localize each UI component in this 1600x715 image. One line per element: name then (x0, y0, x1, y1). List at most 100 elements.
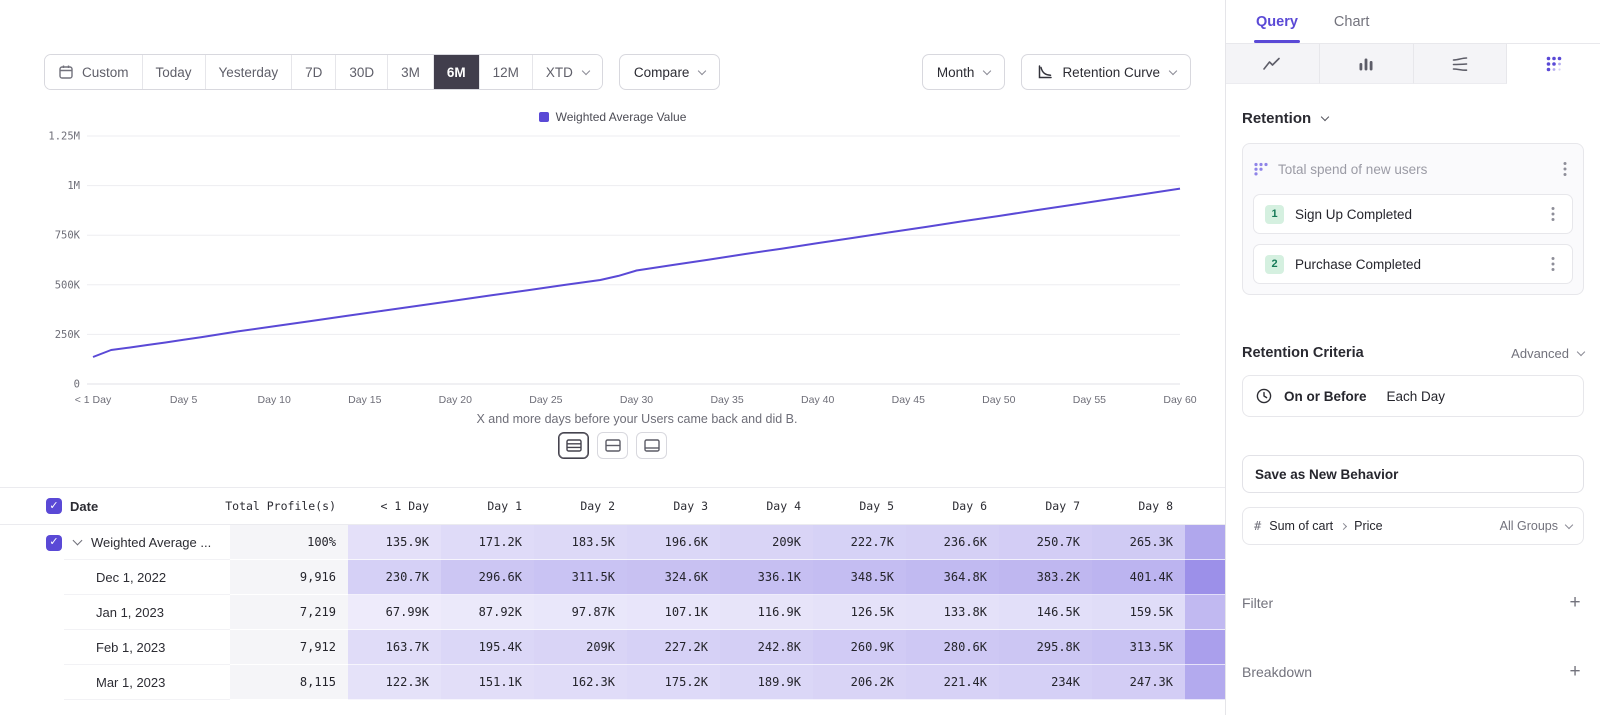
range-button-6m[interactable]: 6M (433, 55, 479, 89)
behavior-header[interactable]: Total spend of new users (1253, 154, 1573, 184)
retention-section-header[interactable]: Retention (1242, 110, 1584, 127)
panel-tabs: Query Chart (1226, 0, 1600, 44)
table-row[interactable]: Feb 1, 20237,912163.7K195.4K209K227.2K24… (0, 630, 1225, 665)
retention-value-cell: 97.87K (534, 595, 627, 630)
date-label: Feb 1, 2023 (96, 640, 165, 655)
retention-value-cell: 183.5K (534, 525, 627, 560)
svg-text:< 1 Day: < 1 Day (75, 394, 112, 406)
kebab-menu-icon[interactable] (1557, 161, 1573, 177)
select-all-checkbox[interactable] (46, 498, 62, 514)
column-header[interactable]: Day 6 (906, 488, 999, 524)
bar-chart-view-button[interactable] (1320, 44, 1414, 84)
legend-swatch (539, 112, 549, 122)
column-header[interactable]: Day 8 (1092, 488, 1185, 524)
density-compact-button[interactable] (558, 432, 589, 459)
table-row[interactable]: Weighted Average ...100%135.9K171.2K183.… (0, 525, 1225, 560)
filter-row: Filter (1242, 593, 1584, 612)
behavior-step-1[interactable]: 1 Sign Up Completed (1253, 194, 1573, 234)
retention-value-cell: 221.4K (906, 665, 999, 700)
range-button-7d[interactable]: 7D (291, 55, 335, 89)
retention-timing-card[interactable]: On or Before Each Day (1242, 375, 1584, 417)
retention-value-cell: 236.6K (906, 525, 999, 560)
column-header[interactable]: Day 2 (534, 488, 627, 524)
add-filter-button[interactable] (1566, 593, 1584, 612)
column-header[interactable]: < 1 Day (348, 488, 441, 524)
date-label: Mar 1, 2023 (96, 675, 165, 690)
column-header[interactable]: Day 5 (813, 488, 906, 524)
chart-type-button[interactable]: Retention Curve (1021, 54, 1191, 90)
retention-grid-icon (1545, 55, 1563, 73)
range-button-today[interactable]: Today (142, 55, 205, 89)
column-header[interactable]: Day 3 (627, 488, 720, 524)
line-chart-view-button[interactable] (1226, 44, 1320, 84)
rows-tall-icon (644, 439, 660, 452)
svg-text:Day 15: Day 15 (348, 394, 381, 406)
kebab-menu-icon[interactable] (1545, 206, 1561, 222)
compare-button[interactable]: Compare (619, 54, 721, 90)
range-button-12m[interactable]: 12M (479, 55, 532, 89)
density-medium-button[interactable] (597, 432, 628, 459)
retention-value-cell: 209K (720, 525, 813, 560)
total-profiles-cell: 7,912 (230, 630, 348, 665)
column-header[interactable]: Day 7 (999, 488, 1092, 524)
retention-value-cell: 265.3K (1092, 525, 1185, 560)
column-header[interactable]: Day 1 (441, 488, 534, 524)
tab-chart[interactable]: Chart (1334, 0, 1369, 43)
all-groups-dropdown[interactable]: All Groups (1500, 519, 1572, 533)
save-behavior-button[interactable]: Save as New Behavior (1242, 455, 1584, 493)
kebab-menu-icon[interactable] (1545, 256, 1561, 272)
app: Custom TodayYesterday7D30D3M6M12M XTD Co… (0, 0, 1600, 715)
retention-value-cell: 311.5K (534, 560, 627, 595)
behavior-steps-icon (1253, 161, 1269, 177)
xtd-button[interactable]: XTD (532, 55, 602, 89)
table-row[interactable]: Dec 1, 20229,916230.7K296.6K311.5K324.6K… (0, 560, 1225, 595)
column-header[interactable]: Day 4 (720, 488, 813, 524)
section-title: Retention (1242, 110, 1311, 127)
retention-value-cell: 171.2K (441, 525, 534, 560)
svg-text:1.25M: 1.25M (48, 131, 80, 143)
range-button-yesterday[interactable]: Yesterday (205, 55, 292, 89)
svg-text:Day 60: Day 60 (1163, 394, 1196, 406)
measure-subproperty: Price (1354, 519, 1382, 533)
custom-label: Custom (82, 65, 129, 80)
breakdown-label: Breakdown (1242, 664, 1312, 680)
expand-caret-icon[interactable] (73, 535, 83, 545)
granularity-button[interactable]: Month (922, 54, 1006, 90)
query-builder: Retention Total spend of new users (1226, 84, 1600, 715)
chevron-down-icon (698, 66, 706, 74)
chevron-down-icon (582, 66, 590, 74)
row-select-cell (0, 560, 64, 595)
custom-date-button[interactable]: Custom (45, 55, 142, 89)
column-header[interactable]: Total Profile(s) (230, 488, 348, 524)
density-tall-button[interactable] (636, 432, 667, 459)
retention-value-cell: 162.3K (534, 665, 627, 700)
chart-legend: Weighted Average Value (0, 108, 1225, 126)
date-label: Weighted Average ... (91, 535, 211, 550)
retention-criteria-row: Retention Criteria Advanced (1242, 345, 1584, 361)
column-header-date[interactable]: Date (64, 488, 230, 524)
retention-value-cell: 227.2K (627, 630, 720, 665)
toolbar-right: Month Retention Curve (922, 54, 1191, 90)
retention-value-cell: 247.3K (1092, 665, 1185, 700)
behavior-step-2[interactable]: 2 Purchase Completed (1253, 244, 1573, 284)
measure-card[interactable]: # Sum of cart Price All Groups (1242, 507, 1584, 545)
advanced-dropdown[interactable]: Advanced (1511, 346, 1584, 361)
clock-icon (1255, 387, 1273, 405)
retention-grid-view-button[interactable] (1507, 44, 1600, 84)
flow-chart-view-button[interactable] (1414, 44, 1508, 84)
toolbar: Custom TodayYesterday7D30D3M6M12M XTD Co… (44, 54, 1191, 90)
table-row[interactable]: Mar 1, 20238,115122.3K151.1K162.3K175.2K… (0, 665, 1225, 700)
tab-query[interactable]: Query (1256, 0, 1298, 43)
range-button-30d[interactable]: 30D (335, 55, 387, 89)
behavior-card: Total spend of new users 1 Sign Up Compl… (1242, 143, 1584, 295)
svg-text:750K: 750K (55, 230, 81, 242)
add-breakdown-button[interactable] (1566, 662, 1584, 681)
table-row[interactable]: Jan 1, 20237,21967.99K87.92K97.87K107.1K… (0, 595, 1225, 630)
row-checkbox[interactable] (46, 535, 62, 551)
retention-value-cell: 222.7K (813, 525, 906, 560)
range-button-3m[interactable]: 3M (387, 55, 433, 89)
chart-type-label: Retention Curve (1062, 65, 1160, 80)
retention-value-cell: 116.9K (720, 595, 813, 630)
svg-text:Day 10: Day 10 (258, 394, 291, 406)
line-chart-icon (1262, 55, 1282, 73)
